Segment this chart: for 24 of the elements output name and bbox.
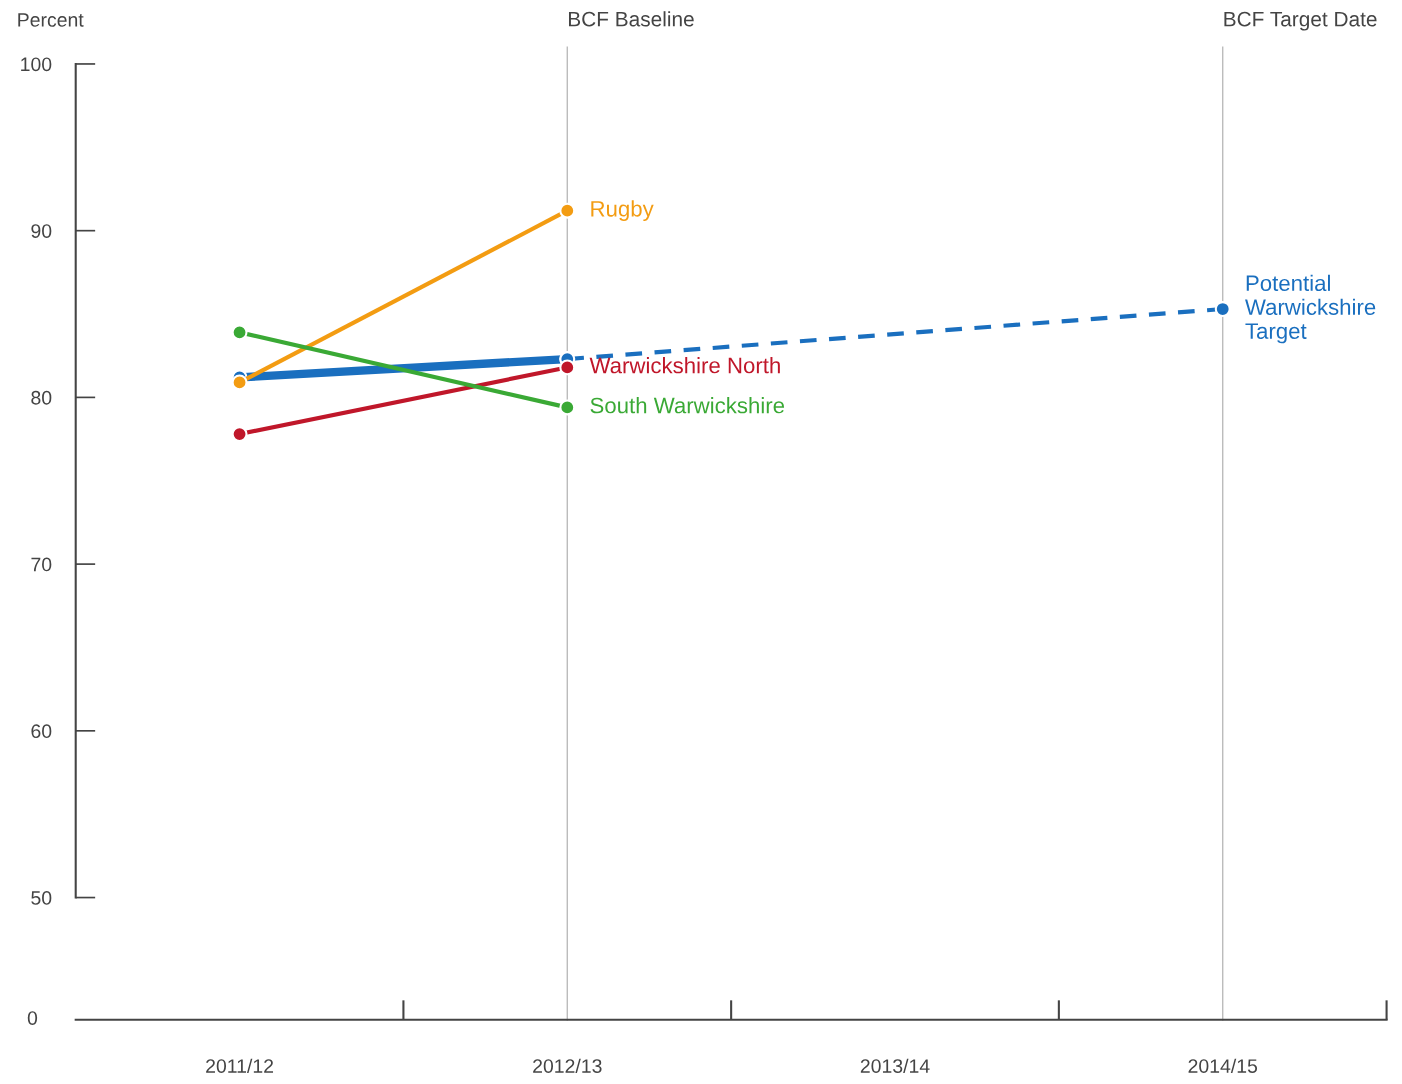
ref-line-label: BCF Target Date (1224, 11, 1377, 31)
series-label: Potential Warwickshire Target (1245, 274, 1376, 344)
point (559, 202, 576, 219)
series-label: South Warwickshire (590, 397, 785, 414)
point (231, 374, 248, 391)
x-tick-label: 2011/12 (206, 1058, 274, 1073)
point (559, 359, 576, 376)
y-tick-label: 100 (21, 57, 52, 72)
ref-line-label: BCF Baseline (568, 11, 694, 27)
y-tick-label: 70 (31, 557, 52, 572)
y-tick-label: 60 (31, 724, 52, 739)
x-tick-label: 2014/15 (1188, 1058, 1258, 1073)
y-tick-label: 80 (31, 390, 52, 405)
series-label: Warwickshire North (589, 357, 780, 374)
x-tick-label: 2012/13 (533, 1058, 602, 1073)
point (559, 399, 576, 416)
point (231, 324, 248, 341)
point (1214, 301, 1231, 318)
series-label: Rugby (591, 200, 654, 222)
y-tick-label: 50 (31, 891, 52, 905)
y-axis-title: Percent (18, 13, 84, 27)
text: 0 (27, 1011, 38, 1025)
y-tick-label: 90 (31, 224, 52, 238)
x-tick-label: 2013/14 (860, 1058, 930, 1073)
